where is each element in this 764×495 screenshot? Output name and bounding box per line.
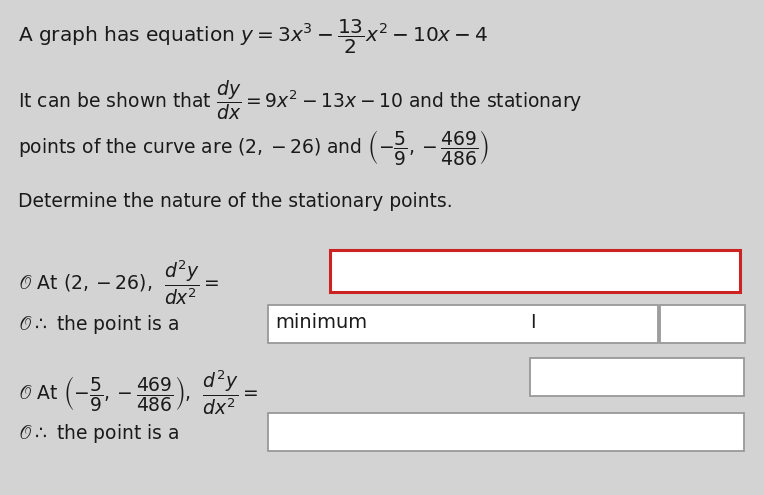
Text: $\mathscr{O}\therefore$ the point is a: $\mathscr{O}\therefore$ the point is a [18, 422, 180, 445]
Text: $\mathscr{O}\therefore$ the point is a: $\mathscr{O}\therefore$ the point is a [18, 313, 180, 336]
FancyBboxPatch shape [530, 358, 744, 396]
Text: $\mathscr{O}$ At $(2, -26)$,  $\dfrac{d^2y}{dx^2} =$: $\mathscr{O}$ At $(2, -26)$, $\dfrac{d^2… [18, 258, 219, 307]
Text: Determine the nature of the stationary points.: Determine the nature of the stationary p… [18, 192, 452, 211]
Text: minimum: minimum [275, 313, 367, 332]
FancyBboxPatch shape [268, 305, 658, 343]
FancyBboxPatch shape [268, 413, 744, 451]
FancyBboxPatch shape [330, 250, 740, 292]
Text: A graph has equation $y = 3x^3 - \dfrac{13}{2}x^2 - 10x - 4$: A graph has equation $y = 3x^3 - \dfrac{… [18, 18, 488, 56]
Text: $\mathrm{I}$: $\mathrm{I}$ [530, 313, 536, 332]
Text: $\mathscr{O}$ At $\left(-\dfrac{5}{9}, -\dfrac{469}{486}\right)$,  $\dfrac{d^2y}: $\mathscr{O}$ At $\left(-\dfrac{5}{9}, -… [18, 368, 258, 417]
Text: It can be shown that $\dfrac{dy}{dx} = 9x^2 - 13x - 10$ and the stationary: It can be shown that $\dfrac{dy}{dx} = 9… [18, 78, 582, 122]
FancyBboxPatch shape [660, 305, 745, 343]
Text: points of the curve are $(2, -26)$ and $\left(-\dfrac{5}{9}, -\dfrac{469}{486}\r: points of the curve are $(2, -26)$ and $… [18, 128, 489, 167]
